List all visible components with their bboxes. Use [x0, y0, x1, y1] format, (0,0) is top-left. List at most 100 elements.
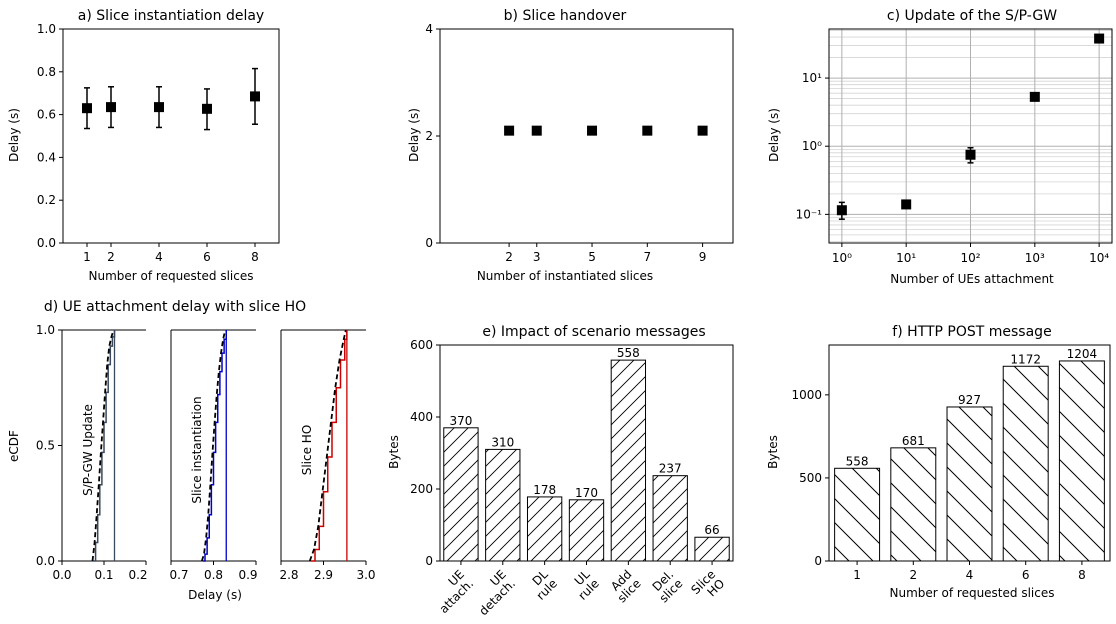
chart-d-fit-line: [308, 329, 347, 562]
chart-f-ytick-label: 500: [799, 471, 822, 485]
chart-f-ylabel: Bytes: [766, 435, 780, 469]
chart-c-xtick-label: 10⁴: [1089, 251, 1109, 265]
chart-f-value-label: 681: [902, 434, 925, 448]
chart-e-ytick-label: 600: [410, 338, 433, 352]
chart-d-ylabel: eCDF: [7, 430, 21, 462]
chart-b-ytick-label: 2: [425, 129, 433, 143]
chart-a-point: [202, 103, 212, 114]
chart-b-ylabel: Delay (s): [407, 108, 421, 162]
chart-d-xtick-label: 0.7: [169, 568, 188, 582]
chart-e-xtick-label: UEattach.: [427, 567, 476, 616]
chart-f-xlabel: Number of requested slices: [890, 586, 1055, 600]
chart-a-plot: 0.0 0.2 0.4 0.6 0.8 1.0 1 2 4 6 8: [37, 22, 280, 264]
chart-d-ytick-label: 0.0: [36, 554, 55, 568]
chart-e-value-label: 237: [659, 462, 682, 476]
chart-c-point: [836, 205, 847, 216]
chart-b-xtick-label: 5: [588, 250, 596, 264]
chart-d-xtick-label: 0.0: [52, 568, 71, 582]
chart-b-plot: 0 2 4 2 3 5 7 9: [425, 22, 734, 264]
chart-e-value-label: 310: [491, 435, 514, 449]
chart-e-value-label: 66: [704, 523, 719, 537]
chart-b-ytick-label: 4: [425, 22, 433, 36]
chart-f-value-label: 1172: [1010, 352, 1041, 366]
chart-a-xtick-label: 8: [251, 250, 259, 264]
chart-c-ytick-label: 10⁰: [802, 139, 822, 153]
chart-f-xtick-label: 4: [966, 568, 974, 582]
chart-a-title: a) Slice instantiation delay: [78, 8, 264, 24]
chart-b-point: [504, 125, 515, 136]
chart-a-point: [250, 91, 260, 102]
chart-d-ecdf-line: [310, 330, 348, 562]
chart-f-xtick-label: 2: [909, 568, 917, 582]
chart-c-point: [901, 199, 912, 210]
chart-d-ecdf-line: [202, 330, 227, 562]
chart-e-xtick-label: ULrule: [566, 567, 602, 603]
chart-f-bar: [946, 406, 993, 562]
chart-e-ylabel: Bytes: [387, 435, 401, 469]
chart-a-frame: [62, 28, 280, 244]
chart-d-fit-line: [201, 329, 227, 562]
chart-f-xtick-label: 1: [853, 568, 861, 582]
chart-d-ytick-label: 0.5: [36, 439, 55, 453]
chart-b: b) Slice handover 0 2 4 2 3 5 7 9 Number of ins…: [407, 8, 734, 283]
chart-c-title: c) Update of the S/P-GW: [887, 8, 1057, 24]
chart-d-xtick-label: 0.9: [238, 568, 257, 582]
chart-d-title: d) UE attachment delay with slice HO: [44, 299, 306, 315]
chart-c-point: [1029, 91, 1040, 102]
chart-a-point: [106, 102, 116, 113]
chart-b-title: b) Slice handover: [504, 8, 627, 24]
chart-a-xtick-label: 6: [203, 250, 211, 264]
chart-f-value-label: 558: [846, 454, 869, 468]
chart-e: e) Impact of scenario messages 0 200 400 60…: [387, 324, 734, 618]
chart-e-xtick-label: DLrule: [524, 567, 560, 603]
chart-e-value-label: 170: [575, 486, 598, 500]
chart-f-bar: [1058, 360, 1105, 562]
chart-f: f) HTTP POST message 0 500 1000 558 1 681 2 927…: [766, 324, 1111, 600]
chart-a-ytick-label: 0.8: [37, 65, 56, 79]
chart-b-point: [642, 125, 653, 136]
chart-c-xtick-label: 10³: [1025, 251, 1045, 265]
chart-a-point: [82, 103, 92, 114]
chart-a-ytick-label: 0.4: [37, 150, 56, 164]
chart-d-xtick-label: 0.2: [128, 568, 147, 582]
chart-b-point: [697, 125, 708, 136]
chart-e-value-label: 558: [617, 346, 640, 360]
chart-e-xtick-label: Del.slice: [647, 567, 685, 605]
chart-a-ytick-label: 0.2: [37, 193, 56, 207]
chart-d: d) UE attachment delay with slice HO 0.0…: [7, 299, 376, 602]
chart-e-bar: [610, 359, 647, 562]
chart-d-xtick-label: 0.8: [204, 568, 223, 582]
chart-a-point: [154, 102, 164, 113]
chart-b-point: [587, 125, 598, 136]
chart-f-value-label: 927: [958, 393, 981, 407]
chart-d-plot: 0.0 0.5 1.0 0.0 0.1 0.2 S/P-GW Update 0.7 0.8 0.9…: [36, 323, 376, 582]
chart-c-xlabel: Number of UEs attachment: [890, 272, 1054, 286]
chart-e-value-label: 178: [533, 483, 556, 497]
chart-c-xtick-label: 10¹: [896, 251, 916, 265]
chart-e-value-label: 370: [449, 414, 472, 428]
chart-e-xtick-label: UEdetach.: [467, 567, 518, 618]
chart-e-bar: [443, 427, 479, 562]
chart-b-xtick-label: 9: [699, 250, 707, 264]
chart-d-xtick-label: 0.1: [94, 568, 113, 582]
chart-d-xlabel: Delay (s): [188, 588, 242, 602]
chart-f-title: f) HTTP POST message: [892, 324, 1051, 340]
chart-d-xtick-label: 2.8: [279, 568, 298, 582]
chart-e-xtick-label: SliceHO: [688, 567, 727, 606]
chart-a-xtick-label: 2: [107, 250, 115, 264]
chart-e-ytick-label: 0: [425, 554, 433, 568]
chart-b-point: [531, 125, 542, 136]
chart-e-ytick-label: 200: [410, 482, 433, 496]
chart-d-fit-line: [91, 329, 115, 562]
chart-d-series-label: Slice instantiation: [190, 396, 204, 503]
chart-e-ytick-label: 400: [410, 410, 433, 424]
chart-e-bar: [568, 499, 605, 562]
chart-c-xtick-label: 10⁰: [832, 251, 852, 265]
chart-b-xtick-label: 2: [505, 250, 513, 264]
chart-c-ytick-label: 10¹: [802, 71, 822, 85]
chart-e-title: e) Impact of scenario messages: [482, 324, 705, 340]
chart-c: c) Update of the S/P-GW 10⁻¹ 10⁰ 10¹ 10⁰ 10¹…: [767, 8, 1113, 286]
chart-f-bar: [1002, 365, 1049, 562]
chart-c-plot: 10⁻¹ 10⁰ 10¹ 10⁰ 10¹ 10² 10³ 10⁴: [796, 28, 1113, 265]
chart-a: a) Slice instantiation delay 0.00.20.40.…: [7, 8, 280, 283]
